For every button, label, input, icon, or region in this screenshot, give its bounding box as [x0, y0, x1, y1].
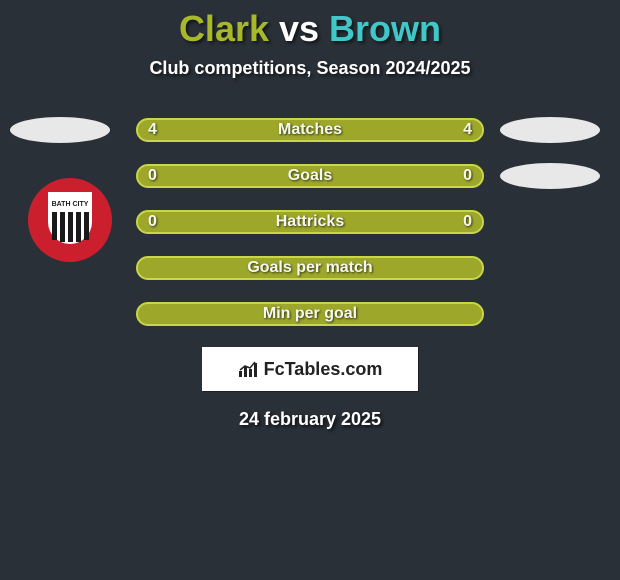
stat-label: Hattricks [276, 213, 344, 231]
comparison-card: Clark vs Brown Club competitions, Season… [0, 0, 620, 430]
stat-label: Matches [278, 121, 342, 139]
stat-label: Goals per match [247, 259, 372, 277]
chart-icon [238, 358, 260, 380]
stat-pill: 4 Matches 4 [136, 118, 484, 142]
stat-pill: Min per goal [136, 302, 484, 326]
player1-marker [10, 117, 110, 143]
page-title: Clark vs Brown [0, 8, 620, 50]
stat-row: 4 Matches 4 [0, 107, 620, 153]
club-badge: BATH CITY [28, 178, 112, 262]
stat-value-right: 0 [463, 167, 472, 185]
vs-text: vs [269, 8, 329, 49]
stat-value-right: 0 [463, 213, 472, 231]
player2-marker [500, 163, 600, 189]
stat-value-left: 0 [148, 167, 157, 185]
stat-label: Goals [288, 167, 332, 185]
stat-pill: 0 Goals 0 [136, 164, 484, 188]
player2-name: Brown [329, 8, 441, 49]
stat-row: Min per goal [0, 291, 620, 337]
date: 24 february 2025 [0, 409, 620, 430]
player1-name: Clark [179, 8, 269, 49]
stat-value-right: 4 [463, 121, 472, 139]
player2-marker [500, 117, 600, 143]
brand-text: FcTables.com [264, 359, 383, 380]
stat-pill: 0 Hattricks 0 [136, 210, 484, 234]
svg-text:BATH CITY: BATH CITY [52, 201, 89, 208]
stat-pill: Goals per match [136, 256, 484, 280]
subtitle: Club competitions, Season 2024/2025 [0, 58, 620, 79]
brand-badge[interactable]: FcTables.com [202, 347, 418, 391]
stat-value-left: 0 [148, 213, 157, 231]
stat-value-left: 4 [148, 121, 157, 139]
stat-label: Min per goal [263, 305, 357, 323]
